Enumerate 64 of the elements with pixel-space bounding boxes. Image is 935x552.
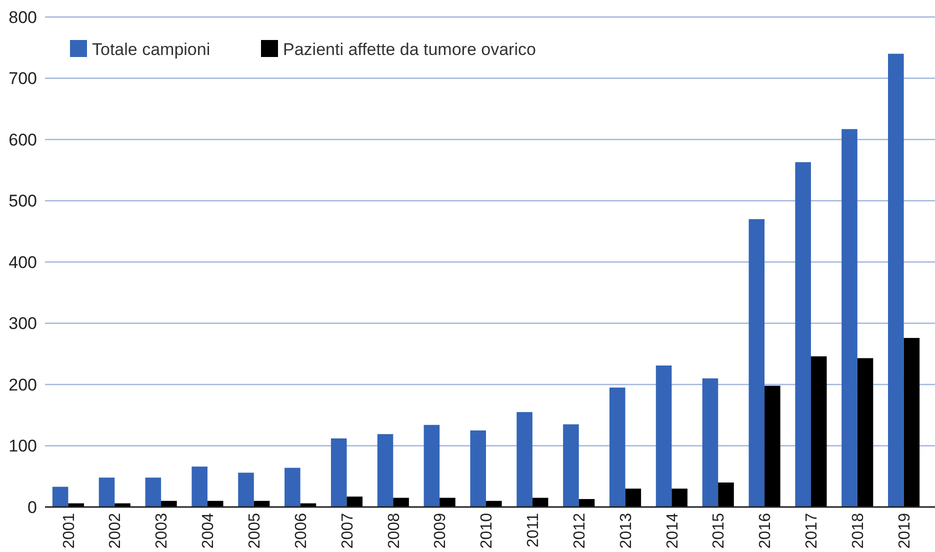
bar (795, 162, 811, 507)
x-tick-label: 2011 (525, 512, 542, 548)
bar (810, 356, 827, 507)
bar (440, 498, 456, 507)
x-tick-label: 2015 (710, 512, 728, 549)
y-tick-label: 300 (8, 314, 37, 334)
bar (702, 378, 718, 507)
x-tick-label: 2008 (386, 512, 403, 549)
bar (516, 412, 532, 507)
x-tick-label: 2010 (478, 512, 496, 549)
x-tick-label: 2017 (804, 512, 821, 549)
bar (625, 488, 642, 507)
x-tick-label: 2007 (339, 512, 356, 549)
bar (52, 486, 68, 507)
y-tick-label: 800 (8, 8, 37, 27)
y-tick-label: 700 (8, 69, 37, 88)
bar (718, 482, 734, 507)
bar (904, 338, 920, 507)
bar (578, 499, 595, 507)
x-tick-label: 2003 (154, 512, 171, 549)
bar (424, 424, 440, 507)
bar (238, 472, 254, 507)
bar (857, 358, 874, 507)
bar (346, 496, 363, 507)
x-tick-label: 2004 (200, 512, 218, 549)
bar (393, 498, 409, 507)
bar (284, 468, 300, 507)
bar (98, 478, 115, 507)
x-tick-label: 2006 (292, 512, 310, 549)
bar (842, 129, 858, 507)
x-tick-label: 2013 (618, 512, 635, 549)
y-tick-label: 0 (28, 498, 37, 517)
y-tick-label: 200 (8, 375, 37, 394)
legend-label: Totale campioni (92, 40, 210, 59)
bar (330, 438, 347, 507)
bar (145, 478, 162, 507)
legend-label: Pazienti affette da tumore ovarico (283, 40, 536, 59)
x-tick-label: 2005 (246, 512, 264, 549)
bar (161, 500, 177, 507)
y-tick-label: 400 (8, 252, 37, 272)
x-tick-label: 2014 (664, 512, 682, 549)
x-tick-label: 2018 (850, 512, 867, 549)
y-tick-label: 500 (8, 192, 37, 211)
y-tick-label: 100 (8, 436, 37, 456)
bar (563, 424, 579, 507)
x-tick-label: 2002 (107, 512, 124, 549)
x-tick-label: 2016 (757, 512, 774, 549)
x-tick-label: 2001 (60, 512, 78, 549)
bar (207, 500, 224, 507)
bar (888, 54, 904, 507)
bar (377, 434, 394, 507)
x-tick-label: 2019 (896, 512, 914, 549)
bar (532, 498, 548, 507)
bar (486, 500, 502, 507)
x-tick-label: 2009 (432, 512, 450, 549)
bar (656, 366, 672, 507)
bar (609, 388, 626, 507)
x-tick-label: 2012 (571, 512, 588, 549)
bar (192, 466, 208, 507)
y-tick-label: 600 (8, 130, 37, 150)
bar (764, 386, 780, 507)
bar (470, 430, 486, 507)
bar (672, 488, 688, 507)
bar (748, 219, 765, 507)
